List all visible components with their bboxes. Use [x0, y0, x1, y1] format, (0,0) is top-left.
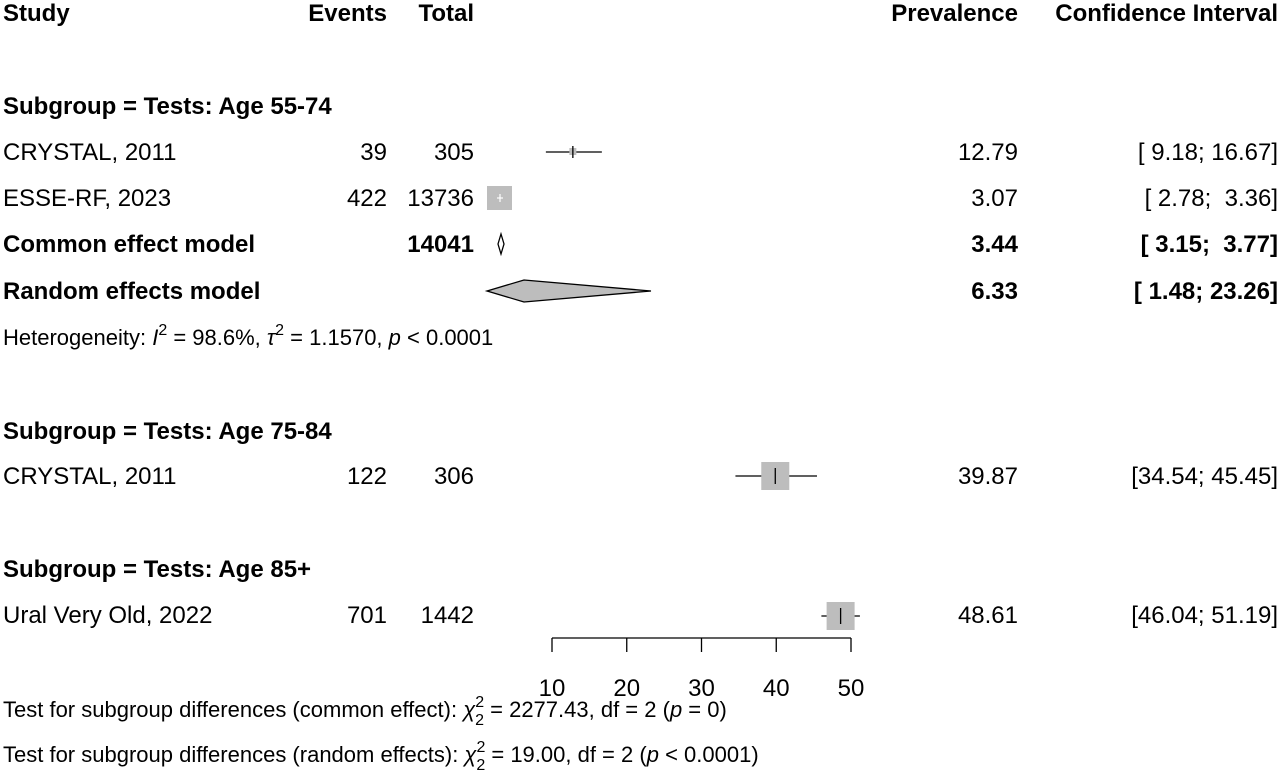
- x-axis: 10 20 30 40 50: [539, 637, 865, 702]
- header-confidence-interval: Confidence Interval: [1055, 0, 1278, 27]
- x-axis-tick-label: 30: [688, 675, 715, 702]
- subgroup-label-2: Subgroup = Tests: Age 75-84: [3, 418, 332, 445]
- random-effects-label: Random effects model: [3, 278, 260, 305]
- study-events: 701: [347, 602, 387, 629]
- study-prevalence: 48.61: [958, 602, 1018, 629]
- common-effect-diamond: [497, 231, 505, 257]
- study-ci: [ 2.78; 3.36]: [1145, 185, 1278, 212]
- random-effects-ci: [ 1.48; 23.26]: [1134, 278, 1278, 305]
- heterogeneity-stats: Heterogeneity: I2 = 98.6%, τ2 = 1.1570, …: [3, 322, 493, 350]
- header-prevalence: Prevalence: [891, 0, 1018, 27]
- study-ci: [ 9.18; 16.67]: [1138, 139, 1278, 166]
- study-row-ural-very-old: Ural Very Old, 2022 701 1442 48.61 [46.0…: [3, 602, 1278, 630]
- test-common-effect: Test for subgroup differences (common ef…: [3, 694, 727, 729]
- study-row-crystal-55-74: CRYSTAL, 2011 39 305 12.79 [ 9.18; 16.67…: [3, 139, 1278, 166]
- study-total: 306: [434, 463, 474, 490]
- random-effects-diamond: [484, 279, 652, 303]
- study-total: 305: [434, 139, 474, 166]
- study-events: 122: [347, 463, 387, 490]
- x-axis-tick-label: 20: [613, 675, 640, 702]
- study-prevalence: 39.87: [958, 463, 1018, 490]
- study-name: ESSE-RF, 2023: [3, 185, 171, 212]
- study-events: 39: [360, 139, 387, 166]
- test-random-effects: Test for subgroup differences (random ef…: [3, 739, 759, 774]
- study-row-esse-rf: ESSE-RF, 2023 422 13736 3.07 [ 2.78; 3.3…: [3, 185, 1278, 212]
- study-events: 422: [347, 185, 387, 212]
- x-axis-tick-label: 40: [763, 675, 790, 702]
- study-ci: [46.04; 51.19]: [1131, 602, 1278, 629]
- common-effect-ci: [ 3.15; 3.77]: [1141, 231, 1278, 258]
- common-effect-label: Common effect model: [3, 231, 255, 258]
- study-total: 1442: [421, 602, 474, 629]
- header-total: Total: [418, 0, 474, 27]
- common-effect-total: 14041: [407, 231, 474, 258]
- study-row-crystal-75-84: CRYSTAL, 2011 122 306 39.87 [34.54; 45.4…: [3, 462, 1278, 490]
- subgroup-label-1: Subgroup = Tests: Age 55-74: [3, 93, 332, 120]
- common-effect-prevalence: 3.44: [971, 231, 1018, 258]
- random-effects-row: Random effects model 6.33 [ 1.48; 23.26]: [3, 278, 1278, 305]
- x-axis-tick-label: 10: [539, 675, 566, 702]
- study-prevalence: 12.79: [958, 139, 1018, 166]
- study-prevalence: 3.07: [971, 185, 1018, 212]
- study-name: CRYSTAL, 2011: [3, 139, 176, 166]
- study-ci: [34.54; 45.45]: [1131, 463, 1278, 490]
- study-name: CRYSTAL, 2011: [3, 463, 176, 490]
- subgroup-label-3: Subgroup = Tests: Age 85+: [3, 556, 311, 583]
- study-total: 13736: [407, 185, 474, 212]
- study-name: Ural Very Old, 2022: [3, 602, 212, 629]
- random-effects-prevalence: 6.33: [971, 278, 1018, 305]
- header-study: Study: [3, 0, 70, 27]
- common-effect-row: Common effect model 14041 3.44 [ 3.15; 3…: [3, 231, 1278, 258]
- header-events: Events: [308, 0, 387, 27]
- x-axis-tick-label: 50: [838, 675, 865, 702]
